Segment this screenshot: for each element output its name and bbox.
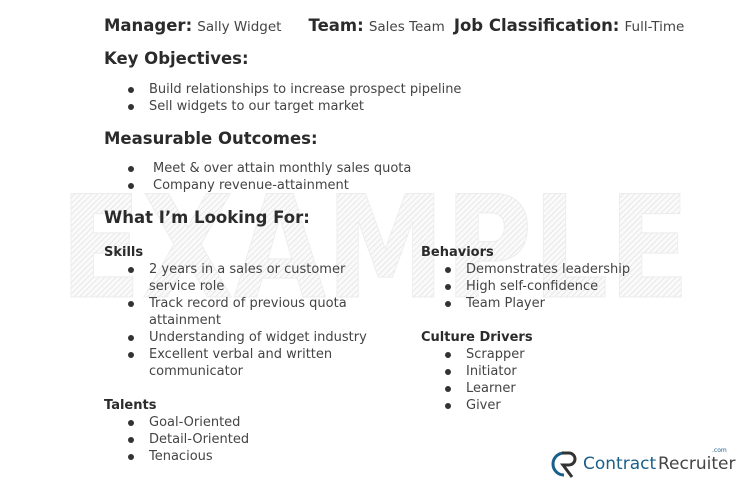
list-item: Sell widgets to our target market: [149, 99, 365, 114]
list-item-line: Understanding of widget industry: [149, 330, 367, 345]
job-value: Full-Time: [624, 19, 685, 35]
list-item: Goal-Oriented: [149, 415, 241, 430]
svg-text:EXAMPLE: EXAMPLE: [60, 185, 690, 305]
list-item-line: Track record of previous quota: [149, 296, 347, 311]
talents-heading: Talents: [104, 398, 157, 413]
objectives-heading: Key Objectives:: [104, 49, 249, 68]
list-item: Demonstrates leadership: [466, 262, 631, 277]
team-value: Sales Team: [368, 19, 445, 35]
behaviors-heading: Behaviors: [421, 245, 494, 260]
bullet-icon: [128, 166, 134, 172]
bullet-icon: [128, 183, 134, 189]
list-item-line: communicator: [149, 364, 244, 379]
bullet-icon: [445, 284, 451, 290]
list-item: Giver: [466, 398, 501, 413]
list-item: Tenacious: [149, 449, 213, 464]
list-item-line: 2 years in a sales or customer: [149, 262, 346, 277]
list-item: Meet & over attain monthly sales quota: [153, 161, 412, 176]
list-item: Understanding of widget industry: [149, 329, 367, 346]
list-item: Track record of previous quota attainment: [149, 295, 347, 329]
logo-suffix: .com: [712, 447, 727, 454]
outcomes-heading: Measurable Outcomes:: [104, 129, 318, 148]
example-watermark: EXAMPLE: [60, 185, 691, 305]
list-item: High self-confidence: [466, 279, 599, 294]
bullet-icon: [128, 335, 134, 341]
skills-heading: Skills: [104, 245, 144, 260]
list-item: Excellent verbal and written communicator: [149, 346, 332, 380]
manager-label: Manager:: [104, 16, 193, 35]
list-item: 2 years in a sales or customer service ro…: [149, 261, 345, 295]
list-item-line: Excellent verbal and written: [149, 347, 333, 362]
list-item: Build relationships to increase prospect…: [149, 82, 462, 97]
job-label: Job Classification:: [453, 16, 620, 35]
header-line: Manager: Sally Widget Team: Sales Team J…: [104, 16, 684, 35]
list-item: Detail-Oriented: [149, 432, 250, 447]
bullet-icon: [128, 301, 134, 307]
logo-text-contract: Contract: [583, 454, 657, 474]
bullet-icon: [445, 403, 451, 409]
bullet-icon: [128, 267, 134, 273]
looking-heading: What I’m Looking For:: [104, 208, 310, 227]
list-item-line: attainment: [149, 313, 221, 328]
list-item: Team Player: [466, 296, 545, 311]
bullet-icon: [445, 386, 451, 392]
bullet-icon: [128, 352, 134, 358]
bullet-icon: [445, 369, 451, 375]
culture-heading: Culture Drivers: [421, 330, 533, 345]
logo-text-recruiter: Recruiter: [658, 454, 736, 474]
cr-logo-icon: [551, 451, 577, 478]
list-item: Company revenue-attainment: [153, 178, 349, 193]
bullet-icon: [445, 267, 451, 273]
list-item-line: service role: [149, 279, 225, 294]
bullet-icon: [128, 420, 134, 426]
team-label: Team:: [308, 16, 364, 35]
list-item: Initiator: [466, 364, 517, 379]
bullet-icon: [128, 87, 134, 93]
bullet-icon: [128, 437, 134, 443]
bullet-icon: [445, 352, 451, 358]
list-item: Scrapper: [466, 347, 525, 362]
bullet-icon: [445, 301, 451, 307]
bullet-icon: [128, 454, 134, 460]
manager-value: Sally Widget: [197, 19, 282, 35]
bullet-icon: [128, 104, 134, 110]
list-item: Learner: [466, 381, 516, 396]
